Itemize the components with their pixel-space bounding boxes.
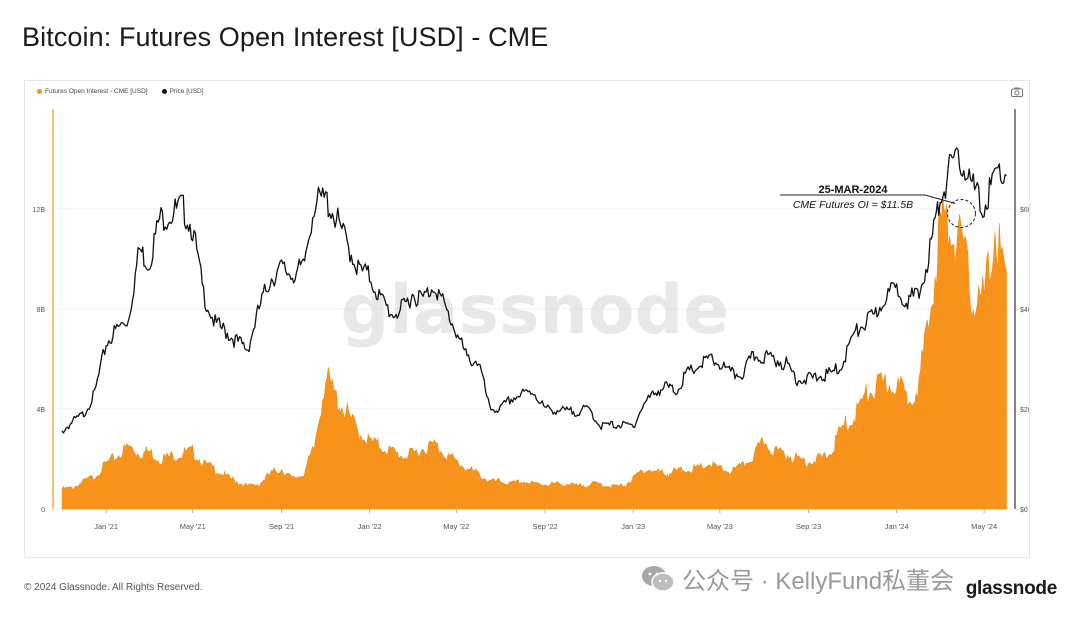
x-tick-label: Jan '24 bbox=[885, 522, 909, 531]
price-line-series bbox=[61, 147, 1007, 434]
y-left-tick-label: 4B bbox=[36, 407, 45, 414]
legend-item-price[interactable]: Price [USD] bbox=[161, 88, 204, 95]
wechat-watermark-text: 公众号 · KellyFund私董会 bbox=[682, 568, 955, 595]
y-right-tick-label: $60k bbox=[1020, 207, 1029, 214]
copyright-footer: © 2024 Glassnode. All Rights Reserved. bbox=[24, 582, 203, 593]
x-tick-label: May '22 bbox=[443, 522, 469, 531]
x-tick-label: Sep '22 bbox=[533, 522, 558, 531]
x-tick-label: May '21 bbox=[180, 522, 206, 531]
annotation-text: CME Futures OI = $11.5B bbox=[793, 199, 913, 211]
wechat-icon bbox=[642, 565, 675, 592]
camera-icon[interactable] bbox=[1011, 87, 1023, 97]
x-tick-label: Jan '21 bbox=[94, 522, 118, 531]
annotation-circle bbox=[946, 199, 976, 228]
chart-plot: 0 4B 8B 12B $0 $20k $40k $60k Jan '21 May '21 Sep … bbox=[33, 109, 1029, 531]
x-tick-label: May '24 bbox=[971, 522, 997, 531]
x-tick-label: Sep '21 bbox=[269, 522, 294, 531]
legend-dot-oi bbox=[37, 89, 42, 94]
annotation-date: 25-MAR-2024 bbox=[818, 184, 888, 196]
center-watermark: glassnode bbox=[341, 271, 730, 350]
y-right-tick-label: $0 bbox=[1020, 507, 1028, 514]
legend-label-oi: Futures Open Interest - CME [USD] bbox=[45, 88, 148, 95]
glassnode-logo: glassnode bbox=[965, 578, 1058, 599]
x-tick-label: Jan '23 bbox=[621, 522, 645, 531]
legend-label-price: Price [USD] bbox=[169, 88, 204, 95]
legend-dot-price bbox=[161, 89, 167, 94]
oi-area-series bbox=[61, 196, 1007, 510]
annotation-leader-line bbox=[924, 194, 956, 204]
legend-item-oi[interactable]: Futures Open Interest - CME [USD] bbox=[37, 88, 148, 95]
y-left-tick-label: 0 bbox=[41, 507, 45, 514]
x-tick-label: Jan '22 bbox=[358, 522, 382, 531]
y-left-tick-label: 8B bbox=[36, 307, 45, 314]
wechat-watermark: 公众号 · KellyFund私董会 bbox=[640, 561, 954, 596]
chart-panel: Futures Open Interest - CME [USD] Price … bbox=[24, 80, 1030, 558]
x-tick-label: Sep '23 bbox=[796, 522, 821, 531]
x-tick-label: May '23 bbox=[707, 522, 733, 531]
y-right-tick-label: $20k bbox=[1020, 407, 1029, 414]
page-title: Bitcoin: Futures Open Interest [USD] - C… bbox=[22, 22, 549, 52]
y-right-tick-label: $40k bbox=[1020, 307, 1029, 314]
y-left-tick-label: 12B bbox=[33, 207, 46, 214]
chart-legend: Futures Open Interest - CME [USD] Price … bbox=[37, 88, 204, 95]
